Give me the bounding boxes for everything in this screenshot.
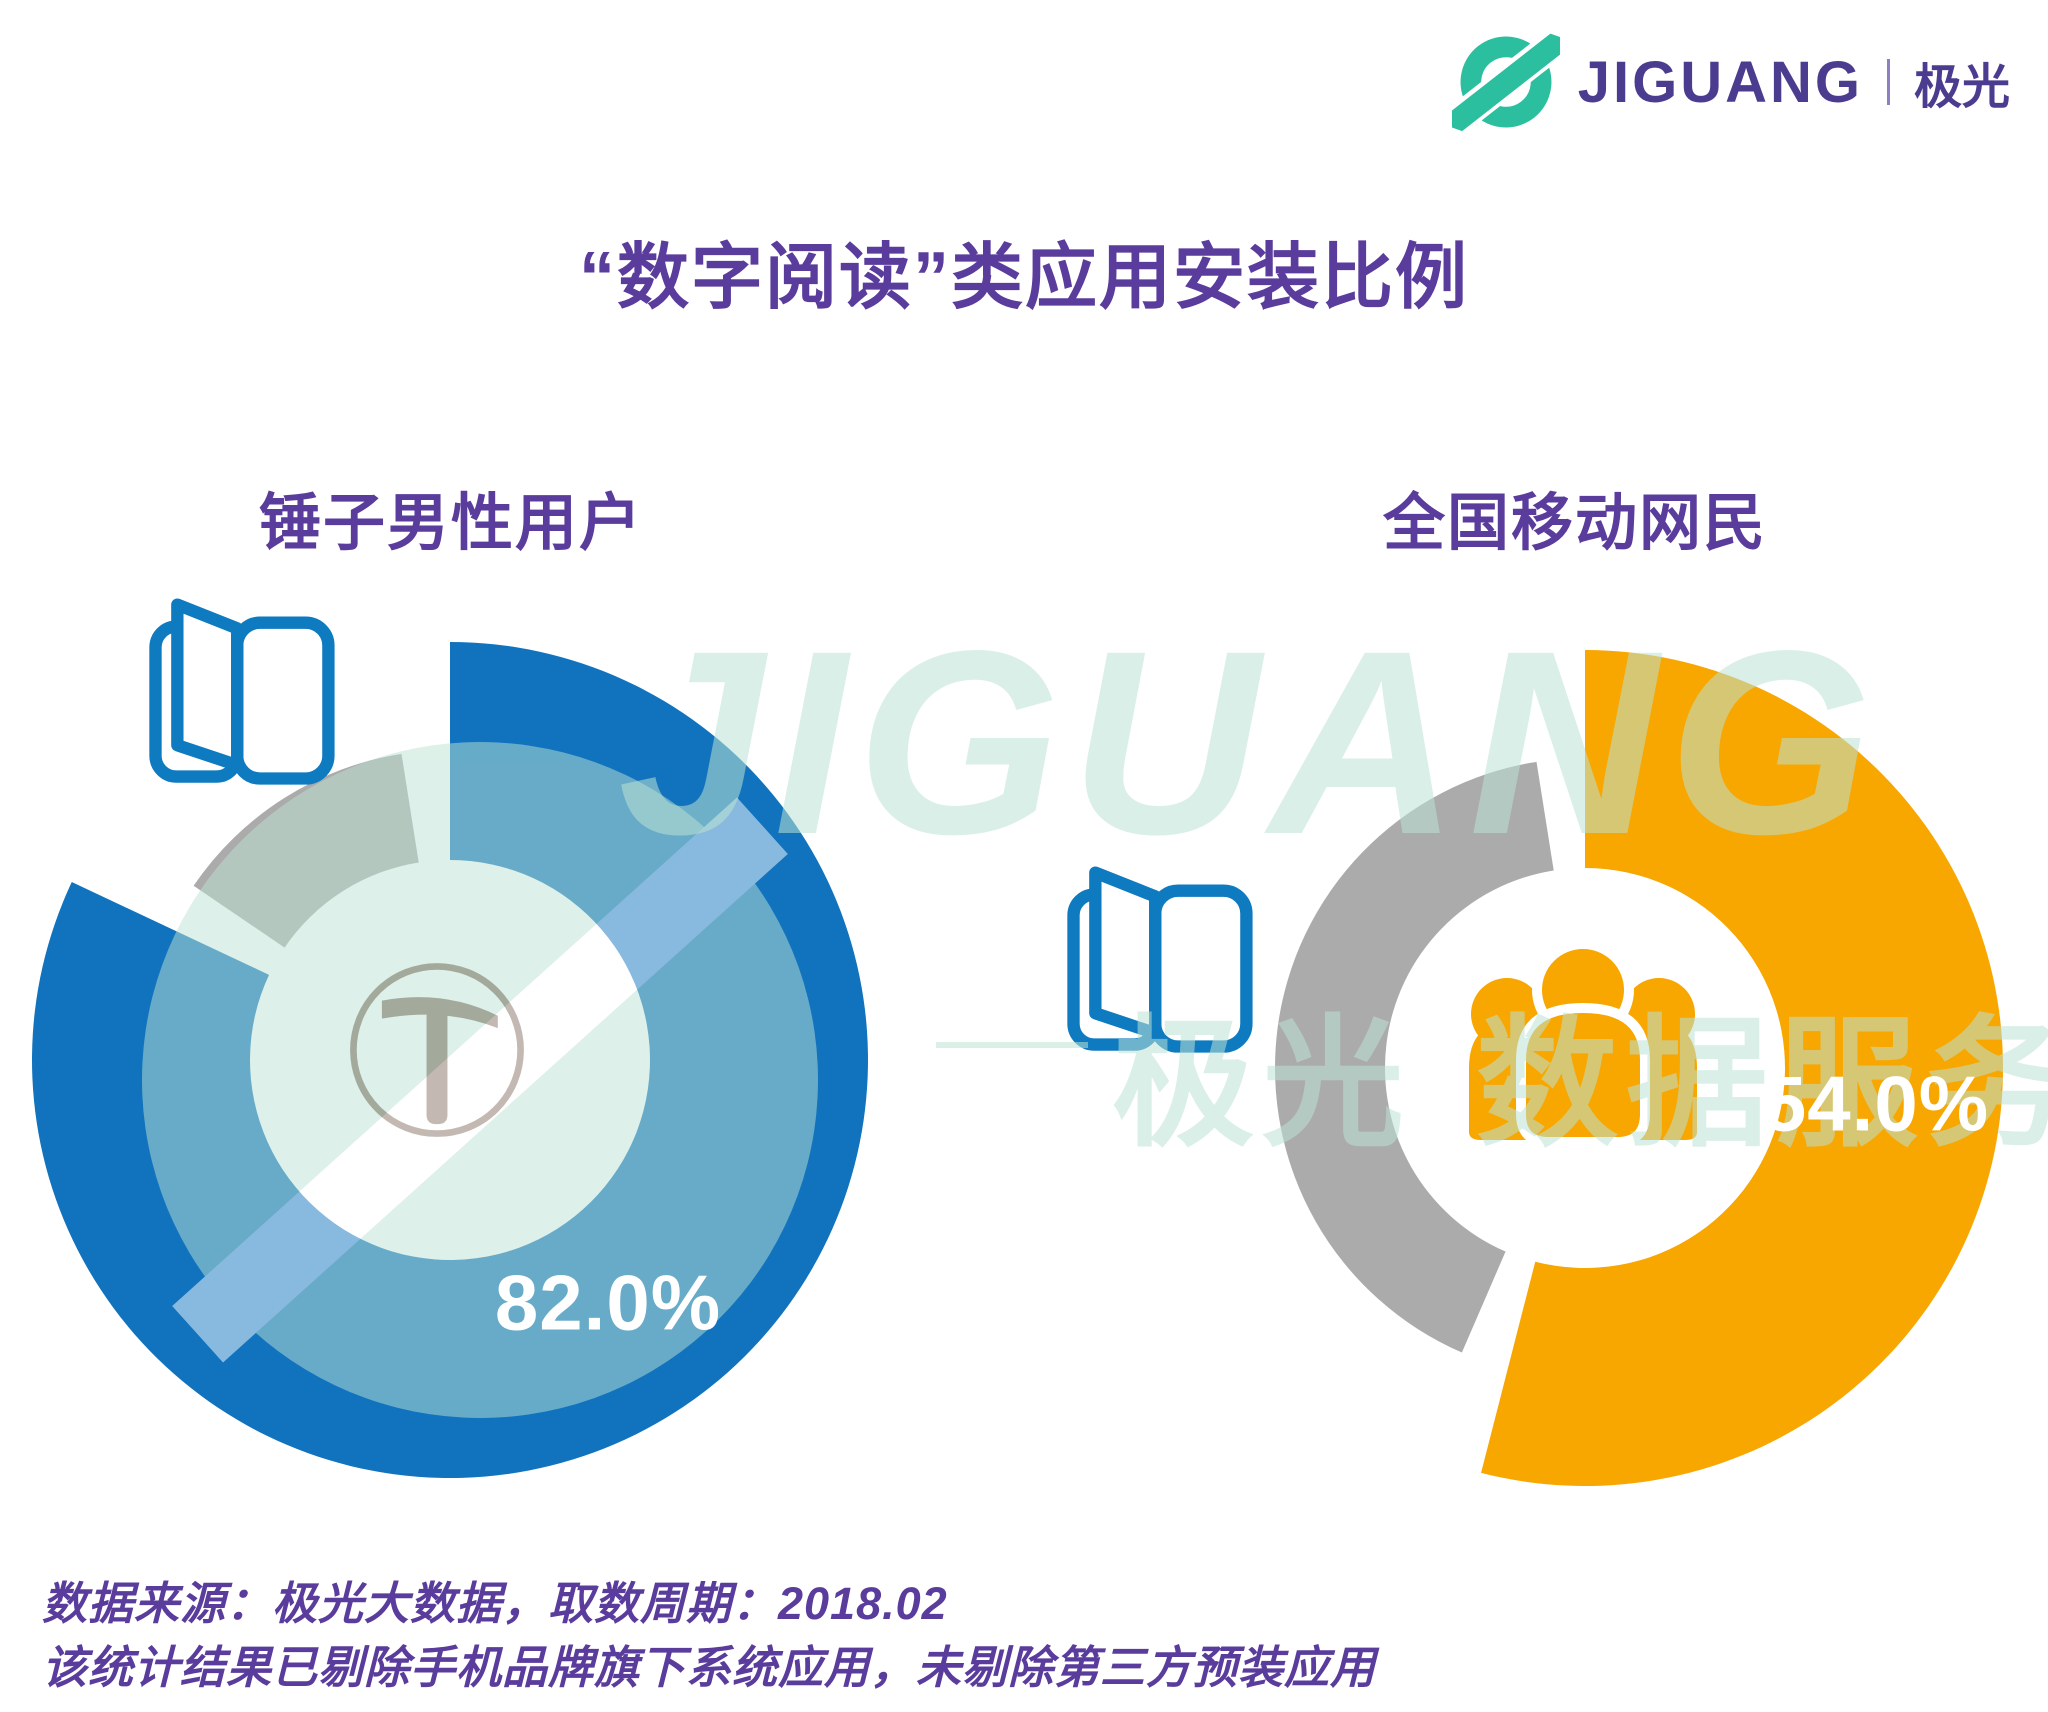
jiguang-logo-icon (1451, 28, 1560, 136)
label-smartisan-male-users: 锤子男性用户 (258, 489, 643, 558)
source-notes: 数据来源：极光大数据，取数周期：2018.02 该统计结果已剔除手机品牌旗下系统… (42, 1572, 1376, 1700)
percent-label-national: 54.0% (1762, 1059, 1990, 1148)
logo-text-cn: 极光 (1913, 61, 2010, 114)
logo-divider (1886, 59, 1890, 105)
donut-remainder-arc (1275, 761, 1554, 1353)
donut-chart-national (1275, 650, 2003, 1486)
source-line-1: 数据来源：极光大数据，取数周期：2018.02 (42, 1578, 948, 1629)
people-group-icon (1469, 939, 1697, 1147)
page-title: “数字阅读”类应用安装比例 (578, 238, 1469, 318)
open-book-icon (149, 598, 335, 785)
smartisan-hammer-icon (350, 963, 524, 1137)
open-book-icon (1067, 866, 1253, 1053)
logo-text-en: JIGUANG (1577, 49, 1863, 115)
percent-label-smartisan: 82.0% (494, 1258, 722, 1347)
donut-value-arc (1481, 650, 2003, 1486)
source-line-2: 该统计结果已剔除手机品牌旗下系统应用，未剔除第三方预装应用 (42, 1642, 1377, 1693)
label-national-mobile-netizens: 全国移动网民 (1382, 489, 1767, 558)
jiguang-logo: JIGUANG 极光 (1451, 28, 2010, 136)
